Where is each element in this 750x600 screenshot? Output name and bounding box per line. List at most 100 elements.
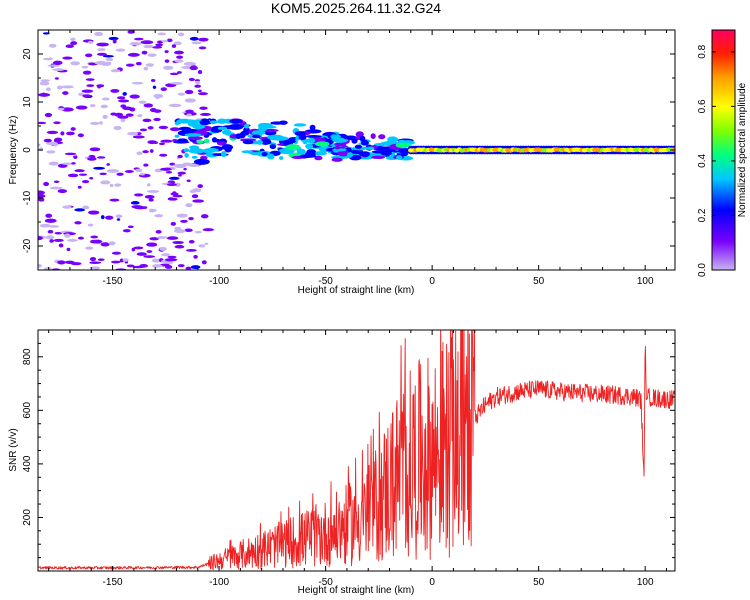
noise-blob xyxy=(122,92,127,96)
noise-blob xyxy=(89,147,101,152)
noise-blob xyxy=(45,235,55,240)
noise-blob xyxy=(176,55,183,59)
band-blob xyxy=(261,152,268,157)
noise-blob xyxy=(141,50,148,55)
noise-blob xyxy=(151,258,162,263)
noise-blob xyxy=(185,248,197,252)
noise-blob xyxy=(171,44,177,48)
band-blob xyxy=(240,130,250,136)
snr-y-axis-label: SNR (v/v) xyxy=(8,428,19,471)
noise-blob xyxy=(54,77,59,80)
noise-blob xyxy=(46,141,58,146)
band-blob xyxy=(209,120,218,124)
band-blob xyxy=(387,136,399,143)
noise-blob xyxy=(94,31,104,37)
noise-blob xyxy=(112,39,117,44)
noise-blob xyxy=(109,198,120,202)
band-blob xyxy=(302,139,308,145)
noise-blob xyxy=(157,32,167,36)
band-blob xyxy=(211,129,220,133)
band-blob xyxy=(360,151,370,157)
band-blob xyxy=(359,135,366,142)
noise-blob xyxy=(143,103,154,108)
band-blob xyxy=(196,140,204,144)
noise-blob xyxy=(47,64,60,67)
noise-blob xyxy=(126,264,135,268)
noise-blob xyxy=(42,32,50,35)
noise-blob xyxy=(188,77,195,82)
band-blob xyxy=(330,134,342,139)
noise-blob xyxy=(168,103,182,108)
noise-blob xyxy=(147,126,154,130)
band-blob xyxy=(379,142,388,147)
band-blob xyxy=(355,131,364,138)
noise-blob xyxy=(100,104,108,109)
noise-blob xyxy=(177,154,183,159)
noise-blob xyxy=(70,127,76,131)
noise-blob xyxy=(200,112,211,116)
noise-blob xyxy=(66,247,71,252)
noise-blob xyxy=(113,125,122,130)
band-blob xyxy=(279,156,284,160)
noise-blob xyxy=(87,157,97,161)
noise-blob xyxy=(38,194,46,199)
noise-blob xyxy=(100,215,105,220)
noise-blob xyxy=(74,221,82,225)
noise-blob xyxy=(38,121,47,125)
noise-blob xyxy=(147,53,157,57)
snr-x-axis-label: Height of straight line (km) xyxy=(298,585,415,596)
noise-blob xyxy=(45,87,51,92)
band-blob xyxy=(235,133,242,140)
noise-blob xyxy=(177,171,187,175)
band-blob xyxy=(193,158,210,165)
noise-blob xyxy=(64,260,75,265)
noise-blob xyxy=(110,260,121,264)
noise-blob xyxy=(195,80,201,85)
noise-blob xyxy=(125,113,134,117)
spec-y-tick-label: 10 xyxy=(22,96,33,108)
noise-blob xyxy=(61,85,74,89)
noise-blob xyxy=(89,257,97,262)
snr-series-line xyxy=(38,330,675,571)
noise-blob xyxy=(130,201,140,205)
band-blob xyxy=(221,151,227,158)
noise-blob xyxy=(114,183,122,187)
figure-title: KOM5.2025.264.11.32.G24 xyxy=(271,0,441,16)
band-blob xyxy=(278,120,288,125)
band-blob xyxy=(183,119,197,124)
noise-blob xyxy=(153,93,164,99)
noise-blob xyxy=(169,72,179,76)
noise-blob xyxy=(185,109,194,113)
noise-blob xyxy=(110,88,120,93)
noise-blob xyxy=(70,61,81,66)
noise-blob xyxy=(143,255,156,258)
spec-y-tick-label: 20 xyxy=(22,48,33,60)
noise-blob xyxy=(65,44,74,49)
noise-blob xyxy=(97,48,106,52)
band-blob xyxy=(299,154,317,158)
colorbar-tick-label: 0.0 xyxy=(697,263,708,277)
noise-blob xyxy=(161,253,171,257)
noise-blob xyxy=(62,56,73,60)
spec-x-tick-label: 0 xyxy=(429,276,435,287)
noise-blob xyxy=(170,192,179,196)
noise-blob xyxy=(197,89,202,93)
band-blob xyxy=(346,152,353,158)
noise-blob xyxy=(176,213,188,218)
band-blob xyxy=(187,136,203,141)
noise-blob xyxy=(198,46,207,50)
noise-blob xyxy=(70,41,78,46)
noise-blob xyxy=(165,84,177,87)
spec-x-tick-label: 100 xyxy=(637,276,654,287)
noise-blob xyxy=(132,135,145,139)
noise-blob xyxy=(198,244,206,248)
noise-blob xyxy=(77,236,84,240)
noise-blob xyxy=(131,205,144,209)
noise-blob xyxy=(189,36,199,41)
band-blob xyxy=(183,148,190,153)
band-blob xyxy=(395,142,411,149)
noise-blob xyxy=(204,242,209,246)
noise-blob xyxy=(57,189,68,194)
noise-blob xyxy=(100,180,111,185)
